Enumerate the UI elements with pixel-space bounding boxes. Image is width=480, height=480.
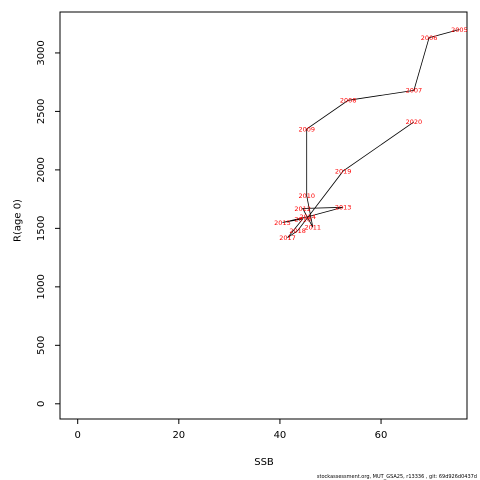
series-path <box>282 29 460 239</box>
year-label: 2006 <box>421 34 438 42</box>
year-label: 2018 <box>289 227 306 235</box>
y-tick-label: 2000 <box>36 157 47 182</box>
x-tick-label: 40 <box>274 430 287 441</box>
y-axis-label-text: R(age 0) <box>12 199 24 242</box>
footer-credit: stockassessment.org, MUT_GSA25, r13336 ,… <box>316 474 477 480</box>
year-label: 2008 <box>340 97 357 105</box>
x-tick-label: 0 <box>75 430 81 441</box>
x-axis-label: SSB <box>254 457 274 468</box>
y-tick-label: 3000 <box>36 40 47 65</box>
y-tick-label: 0 <box>36 401 47 407</box>
y-tick-label: 1500 <box>36 216 47 241</box>
year-label: 2007 <box>406 87 423 95</box>
y-tick-label: 1000 <box>36 274 47 299</box>
year-label: 2013 <box>335 204 352 212</box>
year-label: 2020 <box>406 118 423 126</box>
year-label: 2016 <box>294 215 311 223</box>
year-label: 2014 <box>299 213 316 221</box>
x-axis: 0 20 40 60 <box>75 418 388 441</box>
x-tick-label: 60 <box>375 430 388 441</box>
y-tick-label: 2500 <box>36 99 47 124</box>
sr-path-line <box>282 29 460 239</box>
year-labels: 2005 2006 2007 2008 2009 2010 2011 2012 2013 2014… <box>274 26 468 242</box>
year-label: 2012 <box>294 205 311 213</box>
year-label: 2019 <box>335 167 352 175</box>
year-label: 2011 <box>305 223 322 231</box>
y-axis: 0 500 1000 1500 2000 2500 3000 <box>36 40 61 407</box>
year-label: 2017 <box>279 234 296 242</box>
year-label: 2005 <box>451 26 468 34</box>
year-label: 2009 <box>298 125 315 133</box>
year-label: 2010 <box>298 192 315 200</box>
plot-frame <box>59 11 468 420</box>
x-tick-label: 20 <box>172 430 185 441</box>
year-label: 2015 <box>274 219 291 227</box>
y-tick-label: 500 <box>36 336 47 355</box>
